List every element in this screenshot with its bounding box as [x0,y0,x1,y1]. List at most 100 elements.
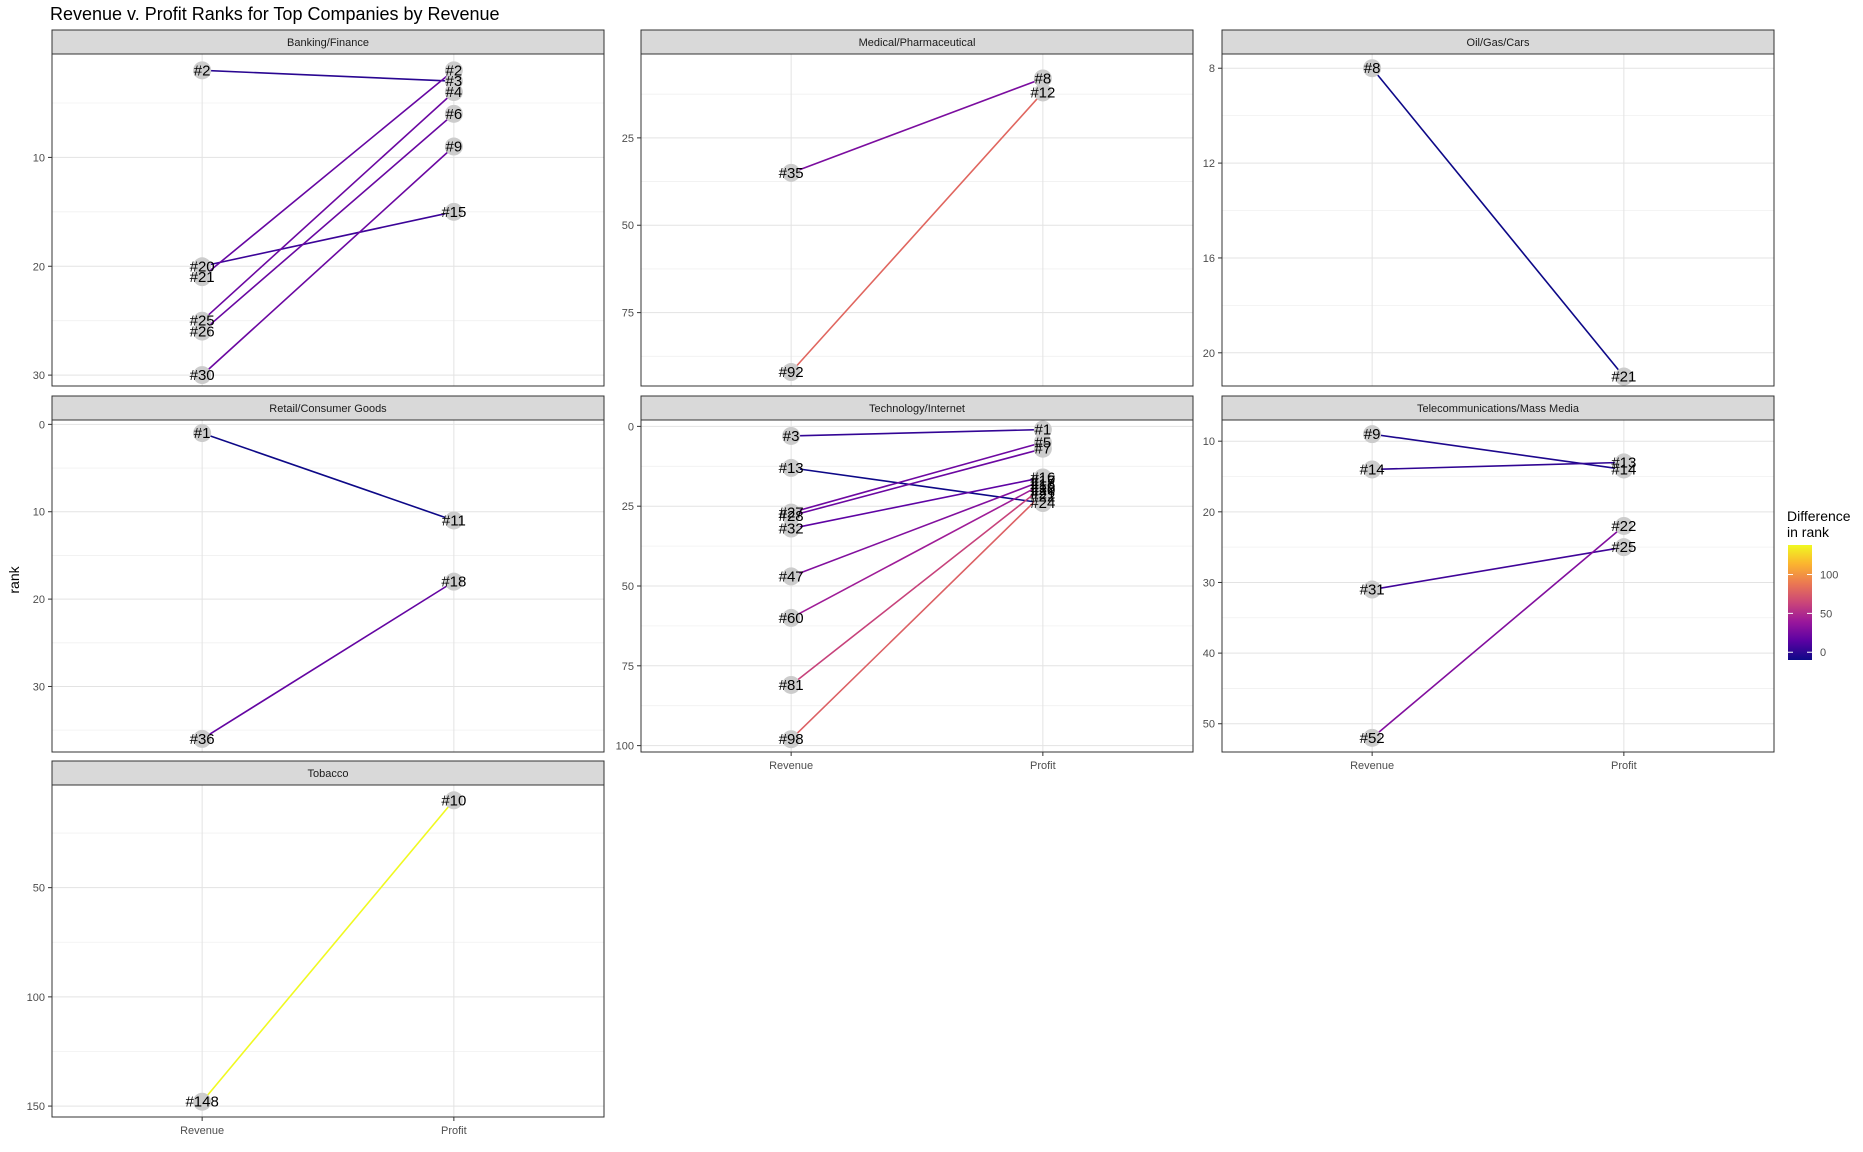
y-tick-label: 100 [616,741,634,753]
y-tick-label: 20 [33,261,45,273]
profit-point [444,61,463,80]
rank-line [1372,546,1624,591]
panel-background [1222,54,1774,386]
profit-label: #12 [1030,84,1055,101]
profit-label: #9 [446,139,463,156]
profit-label: #25 [1611,539,1636,556]
revenue-label: #31 [1360,582,1385,599]
revenue-label: #36 [190,731,215,748]
y-tick-label: 20 [33,594,45,606]
rank-line [790,492,1044,740]
revenue-label: #3 [783,428,800,445]
revenue-label: #148 [185,1094,218,1111]
profit-point [444,791,463,810]
panel-border [640,419,1194,753]
profit-label: #1 [1035,422,1052,439]
revenue-point [193,366,212,385]
revenue-point [782,519,801,538]
x-tick-label: Revenue [180,1125,224,1137]
revenue-label: #52 [1360,730,1385,747]
rank-line [1372,461,1624,471]
y-tick-label: 50 [622,581,634,593]
facet-panel: Telecommunications/Mass Media 10 20 30 40 50 #… [1203,395,1775,772]
profit-point [1033,420,1052,439]
legend: Difference in rank [1787,508,1851,540]
rank-line [791,428,1043,437]
facet-panel: Medical/Pharmaceutical 25 50 75 #35 #92 #8#12 [622,29,1194,387]
facet-strip [1221,29,1775,55]
revenue-label: #8 [1364,60,1381,77]
revenue-point [782,363,801,382]
x-tick-label: Profit [441,1125,467,1137]
facet-strip-label: Retail/Consumer Goods [269,403,387,415]
revenue-label: #32 [779,521,804,538]
facet-strip-label: Banking/Finance [287,37,369,49]
profit-point [1614,453,1633,472]
facet-strip-label: Telecommunications/Mass Media [1417,403,1580,415]
revenue-label: #9 [1364,426,1381,443]
revenue-point [1363,425,1382,444]
revenue-label: #27 [779,505,804,522]
y-tick-label: 25 [622,501,634,513]
revenue-label: #47 [779,568,804,585]
rank-line [201,145,455,376]
profit-point [1614,538,1633,557]
panel-border [640,53,1194,387]
revenue-point [193,61,212,80]
facet-panel: Tobacco 50 100 150 #148 #10 Revenue Profit [27,760,605,1137]
profit-point [444,202,463,221]
x-tick-label: Revenue [769,760,813,772]
revenue-point [782,506,801,525]
revenue-label: #81 [779,677,804,694]
y-tick-label: 40 [1203,648,1215,660]
y-tick-label: 20 [1203,507,1215,519]
y-tick-label: 10 [1203,436,1215,448]
legend-tick-label: 0 [1820,647,1826,659]
profit-label: #18 [441,574,466,591]
profit-label: #11 [442,512,466,529]
revenue-label: #20 [190,258,215,275]
y-tick-label: 12 [1203,158,1215,170]
facet-strip [51,395,605,421]
revenue-point [782,567,801,586]
rank-line [790,476,1044,530]
y-tick-label: 25 [622,133,634,145]
profit-point [444,511,463,530]
panel-border [51,419,605,753]
panel-border [1221,53,1775,387]
y-tick-label: 30 [1203,577,1215,589]
profit-label: #21 [1030,485,1055,502]
revenue-label: #14 [1360,461,1385,478]
profit-label: #22 [1611,518,1636,535]
profit-label: #7 [1035,441,1052,458]
panel-background [52,54,604,386]
profit-point [1033,83,1052,102]
y-tick-label: 30 [33,370,45,382]
y-tick-label: 75 [622,661,634,673]
revenue-label: #26 [190,324,215,341]
facet-strip [640,29,1194,55]
facet-strip [640,395,1194,421]
profit-point [1033,69,1052,88]
x-tick-label: Profit [1030,760,1056,772]
y-tick-label: 0 [39,419,45,431]
facet-strip-label: Oil/Gas/Cars [1467,37,1530,49]
rank-line [202,69,454,83]
panel-border [51,784,605,1118]
panel-border [1221,419,1775,753]
rank-line [201,799,455,1103]
profit-label: #18 [1030,476,1055,493]
revenue-point [782,426,801,445]
profit-label: #5 [1035,434,1052,451]
profit-label: #16 [1030,469,1055,486]
revenue-point [1363,460,1382,479]
profit-label: #19 [1030,479,1055,496]
rank-line [790,447,1044,517]
revenue-label: #25 [190,313,215,330]
facet-panel: Technology/Internet 0 25 50 75 100 #3 #13 #27#28… [616,395,1194,772]
revenue-point [782,608,801,627]
profit-point [444,572,463,591]
profit-label: #24 [1030,495,1055,512]
